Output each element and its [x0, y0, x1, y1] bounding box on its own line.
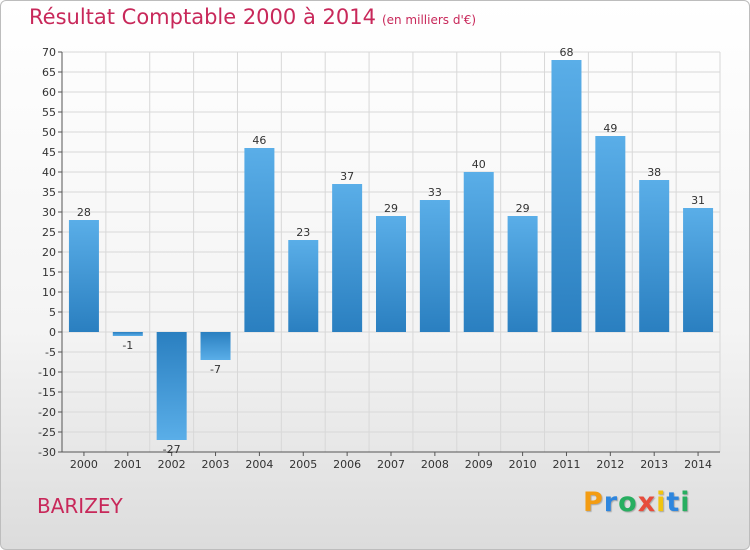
x-tick-label: 2002: [158, 458, 186, 471]
bar: [200, 332, 231, 360]
logo-letter: i: [680, 487, 691, 518]
y-tick-label: 20: [42, 246, 56, 259]
bars: [68, 60, 714, 440]
bar: [595, 136, 626, 332]
x-tick-label: 2006: [333, 458, 361, 471]
y-tick-label: 55: [42, 106, 56, 119]
y-tick-label: 35: [42, 186, 56, 199]
proxiti-logo: Proxiti: [583, 487, 691, 518]
bar: [551, 60, 582, 332]
y-tick-label: 15: [42, 266, 56, 279]
data-label: 49: [603, 122, 617, 135]
x-tick-label: 2008: [421, 458, 449, 471]
bar: [683, 208, 714, 332]
data-label: -1: [122, 339, 133, 352]
y-tick-label: -10: [38, 366, 56, 379]
x-tick-label: 2000: [70, 458, 98, 471]
commune-name: BARIZEY: [37, 494, 123, 518]
y-tick-label: 10: [42, 286, 56, 299]
data-label: -27: [163, 443, 181, 456]
x-tick-label: 2012: [596, 458, 624, 471]
data-labels: 28 -1 -27 -7 46 23 37 29 33 40 29 68 49 38 31: [77, 46, 705, 456]
y-tick-label: 65: [42, 66, 56, 79]
y-tick-label: 0: [49, 326, 56, 339]
y-tick-label: 50: [42, 126, 56, 139]
data-label: 33: [428, 186, 442, 199]
bar: [376, 216, 406, 332]
data-label: 28: [77, 206, 91, 219]
axes: -30 -25 -20 -15 -10 -5 0 5 10 15 20 25 30 35 40 45 50 55 6…: [38, 46, 720, 471]
chart-subtitle: (en milliers d'€): [381, 13, 477, 27]
y-tick-label: 60: [42, 86, 56, 99]
bar: [68, 220, 99, 332]
bar: [156, 332, 187, 440]
chart-title-text: Résultat Comptable 2000 à 2014: [29, 5, 376, 29]
logo-letter: i: [656, 487, 667, 518]
chart-title: Résultat Comptable 2000 à 2014 (en millie…: [29, 5, 476, 29]
data-label: 38: [647, 166, 661, 179]
data-label: 40: [472, 158, 486, 171]
y-tick-label: -5: [45, 346, 56, 359]
logo-letter: x: [637, 487, 657, 518]
x-tick-label: 2014: [684, 458, 712, 471]
y-tick-label: 25: [42, 226, 56, 239]
logo-letter: P: [583, 487, 604, 518]
x-tick-label: 2013: [640, 458, 668, 471]
logo-letter: r: [603, 487, 619, 518]
y-tick-label: -30: [38, 446, 56, 459]
y-tick-label: 30: [42, 206, 56, 219]
y-tick-label: 5: [49, 306, 56, 319]
bar: [639, 180, 670, 332]
y-tick-label: -20: [38, 406, 56, 419]
x-tick-label: 2004: [245, 458, 273, 471]
data-label: 29: [384, 202, 398, 215]
y-tick-label: -15: [38, 386, 56, 399]
y-tick-label: 45: [42, 146, 56, 159]
data-label: 46: [252, 134, 266, 147]
y-tick-label: 40: [42, 166, 56, 179]
bar: [507, 216, 538, 332]
data-label: 68: [559, 46, 573, 59]
data-label: 29: [516, 202, 530, 215]
y-tick-label: -25: [38, 426, 56, 439]
bar: [332, 184, 363, 332]
x-tick-label: 2001: [114, 458, 142, 471]
data-label: -7: [210, 363, 221, 376]
bar: [463, 172, 494, 332]
data-label: 31: [691, 194, 705, 207]
y-tick-label: 70: [42, 46, 56, 59]
logo-letter: o: [618, 487, 638, 518]
bar: [288, 240, 319, 332]
data-label: 37: [340, 170, 354, 183]
x-tick-label: 2011: [552, 458, 580, 471]
bar: [244, 148, 275, 332]
bar: [112, 332, 143, 336]
x-tick-label: 2003: [202, 458, 230, 471]
data-label: 23: [296, 226, 310, 239]
x-tick-label: 2005: [289, 458, 317, 471]
bar: [419, 200, 450, 332]
x-tick-label: 2010: [509, 458, 537, 471]
x-tick-label: 2007: [377, 458, 405, 471]
x-tick-label: 2009: [465, 458, 493, 471]
logo-letter: t: [666, 487, 681, 518]
